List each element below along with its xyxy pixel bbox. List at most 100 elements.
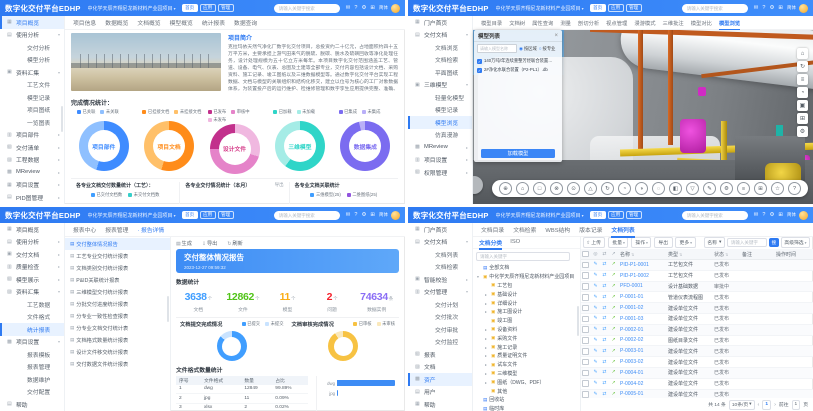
viewer-tool-icon[interactable]: ◔ [797, 87, 808, 98]
row-checkbox[interactable] [582, 304, 589, 312]
viewer-tool-icon[interactable]: ◧ [669, 182, 682, 195]
sidebar-item[interactable]: 文档浏览 [435, 45, 459, 52]
viewer-tool-icon[interactable]: □ [533, 182, 546, 195]
sidebar-item[interactable]: ▣ 智能校验 ▸ [415, 276, 468, 284]
tree-node[interactable]: ▾ ▣ 中化学天辰齐翔尼龙新材料产业园项目 [477, 273, 575, 281]
header-icon[interactable]: ✉ [345, 212, 351, 218]
mode-pill[interactable]: 应用 [199, 3, 216, 13]
link-icon[interactable]: ⇄ [602, 283, 607, 289]
language-switch[interactable]: 简体 [787, 5, 796, 10]
edit-icon[interactable]: ✎ [593, 359, 598, 365]
table-row[interactable]: ✎ ⇄ ↗ P-0001-01 管道仪表流程图 已发布 [580, 292, 813, 304]
header-icon[interactable]: ⊞ [370, 5, 375, 11]
share-icon[interactable]: ↗ [611, 273, 616, 279]
share-icon[interactable]: ↗ [611, 370, 616, 376]
edit-icon[interactable]: ✎ [593, 305, 598, 311]
share-icon[interactable]: ↗ [611, 337, 616, 343]
sidebar-item[interactable]: ▤ 用户 [415, 388, 436, 397]
viewer-tab[interactable]: 模型对比 [690, 20, 712, 27]
sidebar-scrollbar[interactable] [61, 106, 63, 132]
table-row[interactable]: ✎ ⇄ ↗ P-0004-02 建设单位文件 已发布 [580, 379, 813, 390]
table-row[interactable]: 3 xlsx 2 0.02% [176, 403, 308, 411]
link-icon[interactable]: ⇄ [602, 391, 607, 397]
model-search-input[interactable] [477, 44, 517, 53]
tree-caret-icon[interactable]: ▸ [485, 380, 487, 385]
share-icon[interactable]: ↗ [611, 316, 616, 322]
sidebar-item[interactable]: 交付计划 [435, 302, 459, 309]
edit-icon[interactable]: ✎ [593, 316, 598, 322]
sidebar-item[interactable]: 交付分析 [27, 45, 51, 52]
viewer-tab[interactable]: 测量 [560, 20, 571, 27]
tree-node[interactable]: ▸ ▣ 基础设计 [485, 291, 518, 298]
sidebar-item[interactable]: ▥ 项目设置 ▸ [415, 156, 468, 165]
header-icon[interactable]: ⊞ [370, 212, 375, 218]
viewer-tool-icon[interactable]: ⊗ [550, 182, 563, 195]
link-icon[interactable]: ⇄ [602, 381, 607, 387]
tree-node[interactable]: ▸ ▣ 施工图设计 [485, 308, 523, 316]
project-name[interactable]: 中化学天辰齐翔尼龙新材料产业园项目 [495, 212, 581, 219]
row-checkbox[interactable] [582, 380, 589, 387]
sidebar-item[interactable]: 轻量化模型 [435, 95, 464, 102]
next-page-button[interactable]: › [774, 401, 776, 408]
tree-node[interactable]: ▤ 临时库 [483, 405, 505, 411]
header-icon[interactable]: ? [762, 5, 766, 11]
page-tab[interactable]: 报表中心 [73, 228, 97, 234]
header-icon[interactable]: ⚙ [769, 5, 775, 11]
sidebar-item[interactable]: 工艺数据 [27, 302, 51, 309]
edit-icon[interactable]: ✎ [593, 381, 598, 387]
tree-caret-icon[interactable]: ▸ [485, 292, 487, 297]
share-icon[interactable]: ↗ [611, 262, 616, 268]
share-icon[interactable]: ↗ [611, 381, 616, 387]
sort-icon[interactable]: ⇅ [679, 252, 683, 257]
mode-pill[interactable]: 管理 [625, 210, 642, 220]
user-avatar[interactable] [799, 3, 808, 13]
load-model-button[interactable]: 加载模型 [481, 149, 555, 158]
report-action-button[interactable]: ⇩导出 [201, 240, 218, 247]
current-page[interactable]: 1 [762, 399, 772, 410]
language-switch[interactable]: 简体 [787, 212, 796, 217]
row-checkbox[interactable] [582, 294, 589, 301]
sidebar-item[interactable]: 统计报表 [0, 323, 64, 336]
model-tree-item[interactable]: ✓140万吨/年连续重整芳烃联合装置（P1&PL）.db [477, 58, 556, 64]
tree-scrollbar[interactable] [577, 306, 579, 336]
tree-node[interactable]: ▸ ▣ 三维模型 [485, 370, 518, 377]
mode-pill[interactable]: 首页 [181, 3, 198, 13]
viewer-tool-icon[interactable]: ✎ [703, 182, 716, 195]
tree-caret-icon[interactable]: ▸ [485, 363, 487, 368]
viewer-tool-icon[interactable]: ≡ [797, 74, 808, 85]
page-tab[interactable]: 文档检索 [513, 228, 537, 234]
sort-icon[interactable]: ⇅ [631, 252, 635, 257]
share-icon[interactable]: ↗ [611, 348, 616, 354]
viewer-tool-icon[interactable]: ↻ [601, 182, 614, 195]
header-icon[interactable]: ✉ [753, 212, 759, 218]
report-list-item[interactable]: ▤ 设计文件移交统计报表 [70, 349, 129, 356]
sidebar-item[interactable]: ▤ 交付文档 ▾ [415, 31, 468, 40]
table-row[interactable]: 2 jpg 11 0.09% [176, 393, 308, 404]
header-icon[interactable]: ✉ [345, 5, 351, 11]
document-name-link[interactable]: P-0004-01 [620, 369, 644, 376]
page-tab[interactable]: 报表管理 [105, 228, 129, 234]
document-name-link[interactable]: PID-P1-0001 [620, 261, 649, 268]
viewer-tool-icon[interactable]: ≡ [737, 182, 750, 195]
sidebar-item[interactable]: ▧ 交付清单 ▸ [7, 144, 60, 152]
sidebar-item[interactable]: ▩ 资产 [408, 373, 472, 386]
tree-caret-icon[interactable]: ▸ [485, 327, 487, 332]
viewer-tool-icon[interactable]: △ [584, 182, 597, 195]
viewer-tool-icon[interactable]: ⚙ [797, 126, 808, 137]
share-icon[interactable]: ↗ [611, 294, 616, 300]
sidebar-item[interactable]: 交付配置 [27, 390, 51, 397]
mode-pill[interactable]: 应用 [199, 210, 216, 220]
tree-node[interactable]: ▣ 其他 [491, 388, 508, 395]
list-scrollbar[interactable] [167, 296, 169, 322]
tree-node[interactable]: ▤ 全部文档 [483, 264, 510, 272]
sidebar-item[interactable]: 模型浏览 [408, 116, 472, 129]
header-icon[interactable]: ⊞ [778, 5, 783, 11]
toolbar-button[interactable]: 更多 ▾ [675, 237, 696, 248]
language-switch[interactable]: 简体 [379, 5, 388, 10]
page-tab[interactable]: 统计报表 [201, 21, 226, 27]
row-checkbox[interactable] [582, 348, 589, 355]
document-name-link[interactable]: P-0001-02 [620, 305, 644, 312]
row-checkbox[interactable] [582, 358, 589, 366]
user-avatar[interactable] [391, 3, 400, 13]
tree-caret-icon[interactable]: ▸ [485, 345, 487, 350]
